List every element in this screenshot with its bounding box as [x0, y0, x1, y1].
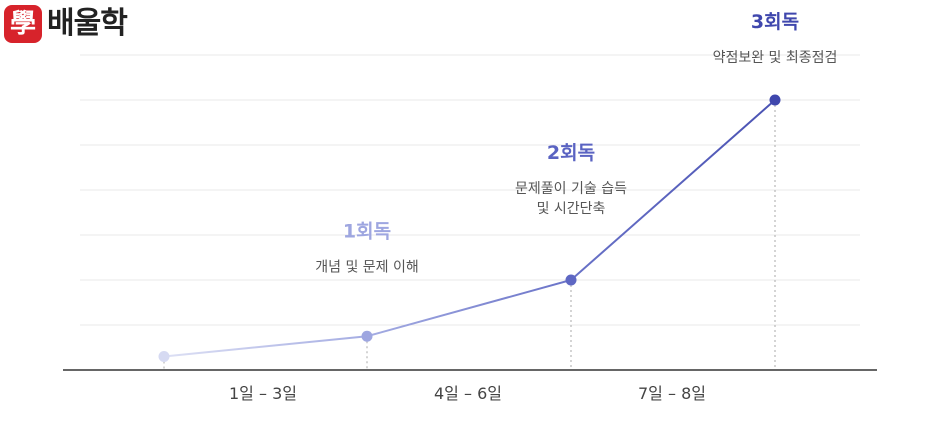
- grid-lines: [80, 54, 860, 326]
- data-point: [361, 330, 373, 342]
- x-tick-label: 7일 – 8일: [638, 384, 706, 403]
- annotation-desc: 및 시간단축: [537, 201, 606, 217]
- x-tick-label: 4일 – 6일: [434, 384, 502, 403]
- data-point: [158, 351, 170, 362]
- annotation-desc: 약점보완 및 최종점검: [713, 50, 838, 66]
- series-line: [163, 99, 776, 358]
- data-point: [769, 94, 781, 106]
- annotation-title: 1회독: [343, 220, 391, 242]
- x-tick-label: 1일 – 3일: [229, 384, 297, 403]
- x-tick-labels: 1일 – 3일 4일 – 6일 7일 – 8일: [229, 384, 706, 403]
- logo-text: 배울학: [47, 6, 128, 41]
- data-point: [565, 274, 577, 286]
- brand-logo: 學 배울학: [4, 4, 128, 44]
- annotation-desc: 개념 및 문제 이해: [315, 259, 419, 275]
- logo-mark: 學: [4, 5, 42, 43]
- annotation-title: 3회독: [751, 11, 799, 33]
- drop-lines: [163, 100, 776, 370]
- annotation-title: 2회독: [547, 142, 595, 164]
- data-points: [158, 94, 781, 362]
- annotation-desc: 문제풀이 기술 습득: [515, 181, 627, 197]
